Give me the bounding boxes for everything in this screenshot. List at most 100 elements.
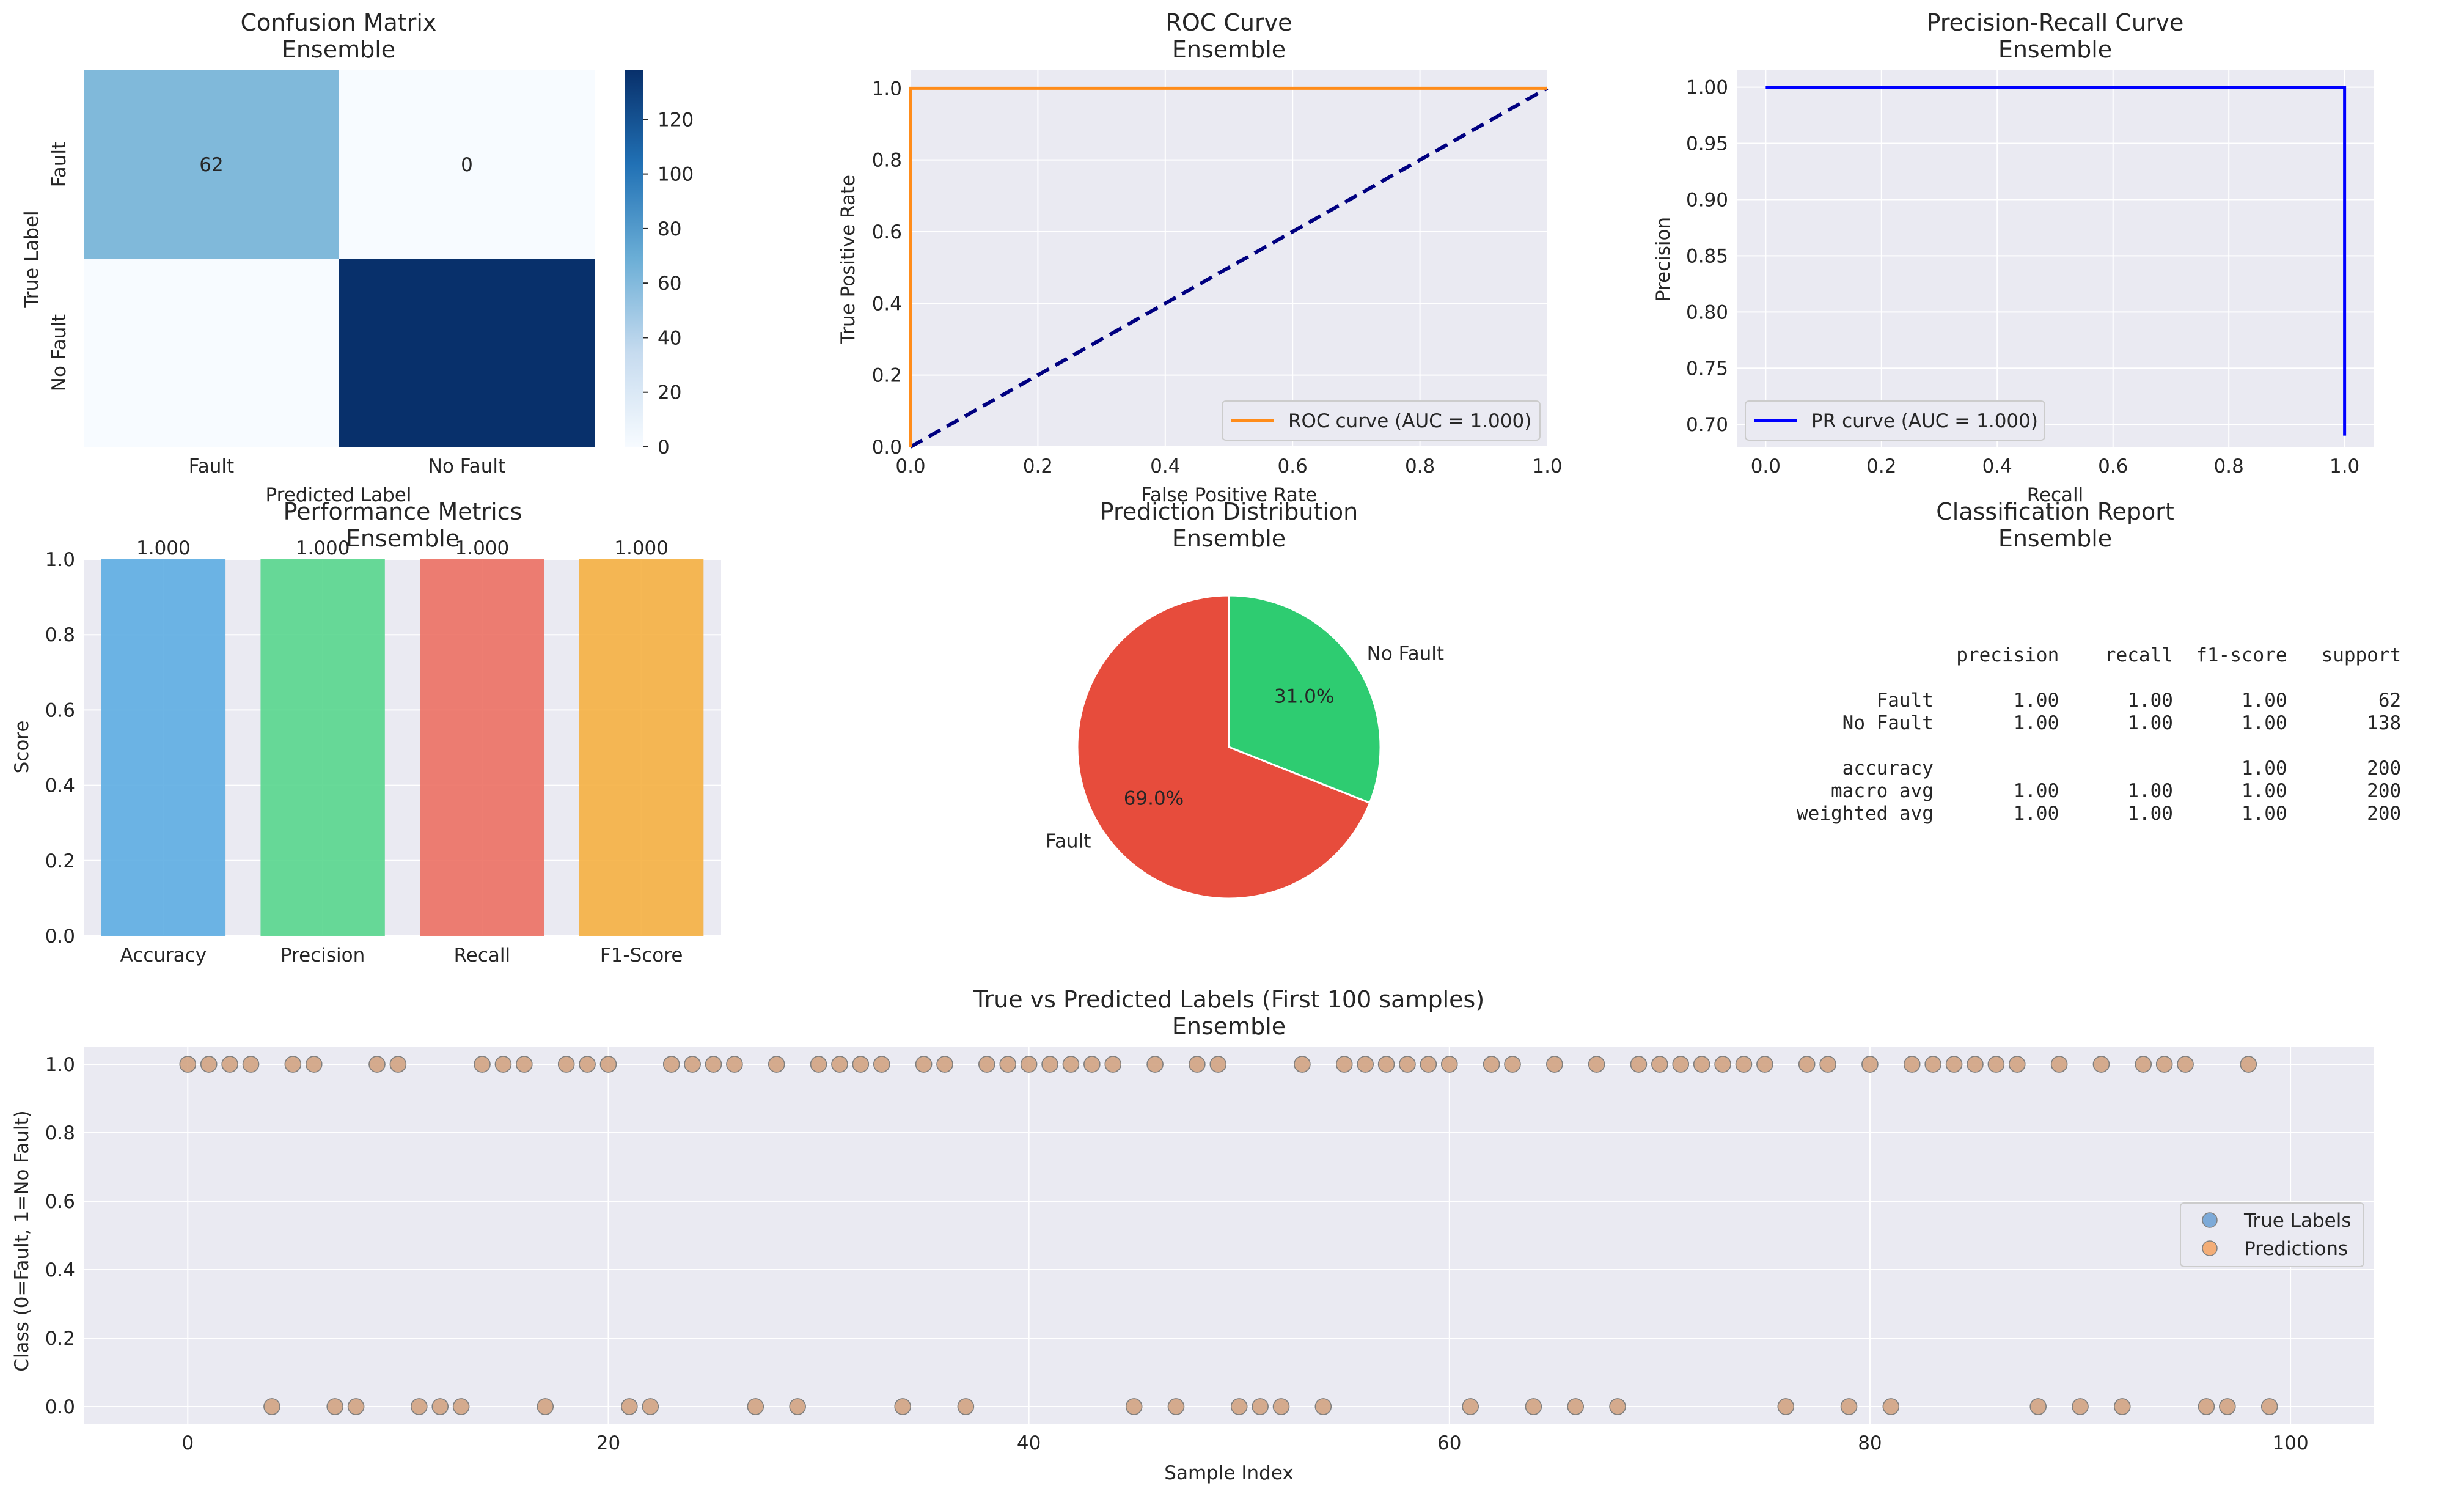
- prediction-point: [1525, 1398, 1542, 1415]
- prediction-point: [1209, 1056, 1227, 1073]
- samples-legend-true-marker: [2202, 1212, 2218, 1228]
- prediction-point: [1357, 1056, 1374, 1073]
- metrics-bar: [420, 559, 544, 936]
- metrics-bar: [579, 559, 704, 936]
- prediction-point: [2260, 1398, 2278, 1415]
- metrics-xtick-label: Precision: [280, 944, 365, 966]
- prediction-point: [1399, 1056, 1416, 1073]
- prediction-point: [1189, 1056, 1206, 1073]
- roc-ytick-label: 0.2: [872, 365, 902, 387]
- roc-xtick-label: 0.2: [1023, 455, 1053, 477]
- metrics-xtick-label: Accuracy: [120, 944, 207, 966]
- prediction-point: [306, 1056, 323, 1073]
- prediction-point: [600, 1056, 617, 1073]
- pr-ytick-label: 0.75: [1686, 358, 1728, 380]
- prediction-point: [557, 1056, 575, 1073]
- distribution-subtitle: Ensemble: [1172, 525, 1286, 552]
- samples-xtick-label: 40: [1017, 1432, 1041, 1454]
- roc-ytick-label: 0.8: [872, 150, 902, 172]
- pr-axes-background: [1737, 70, 2374, 447]
- pr-curve-line: [1766, 86, 2347, 436]
- samples-xtick-label: 100: [2273, 1432, 2309, 1454]
- confusion-matrix-title: Confusion Matrix: [241, 9, 437, 36]
- prediction-point: [1945, 1056, 1963, 1073]
- prediction-point: [1462, 1398, 1479, 1415]
- prediction-point: [1819, 1056, 1836, 1073]
- prediction-point: [1735, 1056, 1753, 1073]
- colorbar-ticks: 0 20 40 60 80 100 120: [643, 109, 694, 458]
- report-subtitle: Ensemble: [1998, 525, 2112, 552]
- samples-axes-background: [84, 1047, 2374, 1424]
- metrics-ytick-label: 0.2: [45, 850, 75, 872]
- samples-ytick-label: 0.0: [45, 1396, 75, 1418]
- prediction-point: [789, 1398, 806, 1415]
- roc-plot-area: 0.0 0.2 0.4 0.6 0.8 1.0 0.0 0.2 0.4 0.6 0.8 1.0: [872, 70, 1563, 477]
- prediction-point: [662, 1056, 680, 1073]
- colorbar-tick-label: 80: [658, 218, 681, 240]
- samples-ytick-label: 0.2: [45, 1328, 75, 1350]
- pr-ytick-label: 0.80: [1686, 301, 1728, 323]
- samples-xtick-label: 20: [596, 1432, 620, 1454]
- samples-xtick-label: 80: [1858, 1432, 1882, 1454]
- roc-ytick-label: 0.0: [872, 436, 902, 458]
- prediction-point: [1861, 1056, 1879, 1073]
- roc-title: ROC Curve: [1165, 9, 1292, 36]
- prediction-point: [978, 1056, 996, 1073]
- distribution-panel: Prediction Distribution Ensemble 69.0% Fa…: [1046, 498, 1444, 900]
- prediction-point: [1230, 1398, 1248, 1415]
- prediction-point: [1104, 1056, 1122, 1073]
- roc-axes-background: [911, 70, 1547, 447]
- prediction-point: [2219, 1398, 2236, 1415]
- pr-xtick-label: 0.2: [1866, 455, 1896, 477]
- samples-title: True vs Predicted Labels (First 100 samp…: [973, 986, 1484, 1013]
- pr-xtick-label: 0.0: [1751, 455, 1781, 477]
- prediction-point: [369, 1056, 386, 1073]
- samples-xlabel: Sample Index: [1164, 1462, 1293, 1484]
- samples-legend-box: [2180, 1202, 2364, 1267]
- pr-xlabel: Recall: [2027, 484, 2084, 506]
- colorbar-tick-label: 100: [658, 164, 694, 186]
- pie-slice: [1076, 594, 1371, 900]
- report-line: macro avg 1.00 1.00 1.00 200: [1797, 780, 2401, 802]
- distribution-pie: 69.0% Fault 31.0% No Fault: [1046, 594, 1444, 900]
- confusion-matrix-cells: [84, 70, 595, 447]
- colorbar-tick-label: 120: [658, 109, 694, 131]
- prediction-point: [431, 1398, 449, 1415]
- prediction-point: [1441, 1056, 1458, 1073]
- prediction-point: [957, 1398, 975, 1415]
- pie-category-label: No Fault: [1367, 643, 1444, 665]
- metrics-panel: 0.0 0.2 0.4 0.6 0.8 1.0 1.000 Accuracy 1.000 Prec…: [11, 498, 721, 966]
- prediction-point: [1062, 1056, 1080, 1073]
- prediction-point: [452, 1398, 470, 1415]
- prediction-point: [1146, 1056, 1164, 1073]
- prediction-point: [747, 1398, 765, 1415]
- metrics-data-label: 1.000: [455, 537, 510, 559]
- prediction-point: [768, 1056, 785, 1073]
- prediction-point: [1314, 1398, 1332, 1415]
- samples-legend-true-label: True Labels: [2243, 1210, 2351, 1232]
- report-line: weighted avg 1.00 1.00 1.00 200: [1797, 803, 2401, 825]
- prediction-point: [2030, 1398, 2047, 1415]
- report-line: precision recall f1-score support: [1797, 644, 2401, 666]
- prediction-point: [2240, 1056, 2257, 1073]
- prediction-point: [200, 1056, 218, 1073]
- prediction-point: [516, 1056, 533, 1073]
- prediction-point: [2092, 1056, 2110, 1073]
- pr-subtitle: Ensemble: [1998, 36, 2112, 63]
- confusion-matrix-cell: [339, 70, 595, 259]
- prediction-point: [2135, 1056, 2152, 1073]
- prediction-point: [411, 1398, 428, 1415]
- roc-xlabel: False Positive Rate: [1141, 484, 1317, 506]
- confusion-matrix-ylabel: True Label: [21, 210, 43, 308]
- confusion-matrix-panel: Confusion Matrix Ensemble 62 0 Fault No Fau…: [21, 9, 694, 506]
- confusion-matrix-labels: 62 0 Fault No Fault Fault No Fault: [48, 142, 505, 477]
- prediction-point: [2198, 1398, 2215, 1415]
- pr-xtick-label: 0.8: [2214, 455, 2244, 477]
- metrics-ytick-label: 0.8: [45, 624, 75, 646]
- samples-subtitle: Ensemble: [1172, 1013, 1286, 1040]
- metrics-ytick-label: 0.4: [45, 775, 75, 797]
- prediction-point: [1967, 1056, 1984, 1073]
- prediction-point: [263, 1398, 280, 1415]
- pr-panel: Precision-Recall Curve Ensemble 0.0 0.2 0.…: [1652, 9, 2374, 506]
- confusion-matrix-subtitle: Ensemble: [282, 36, 395, 63]
